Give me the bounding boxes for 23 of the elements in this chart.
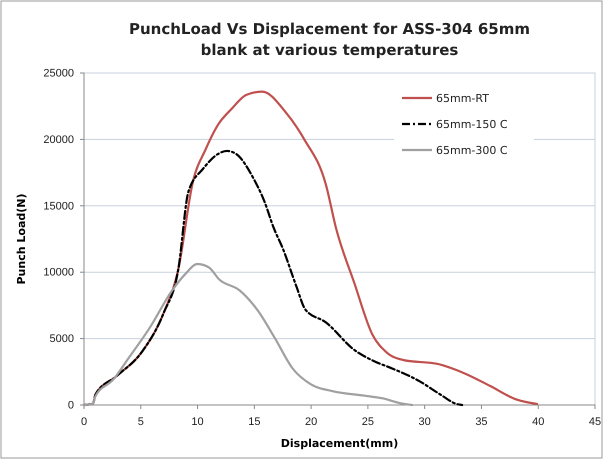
x-tick-label: 5	[138, 416, 144, 428]
legend-label: 65mm-RT	[436, 92, 490, 105]
legend-label: 65mm-300 C	[436, 144, 508, 157]
x-axis-title: Displacement(mm)	[280, 437, 398, 450]
x-tick-label: 10	[191, 416, 204, 428]
x-tick-label: 45	[588, 416, 602, 428]
x-tick-label: 15	[248, 416, 260, 428]
y-tick-label: 5000	[50, 333, 74, 346]
legend-label: 65mm-150 C	[436, 118, 508, 131]
chart-title: PunchLoad Vs Displacement for ASS-304 65mm blank at various temperatures	[129, 20, 530, 59]
x-tick-label: 30	[418, 416, 431, 428]
x-tick-label: 40	[532, 416, 544, 428]
x-tick-label: 0	[80, 416, 88, 428]
y-tick-label: 0	[68, 400, 74, 412]
y-tick-label: 15000	[43, 200, 74, 212]
y-tick-label: 20000	[43, 134, 74, 146]
y-axis-title: Punch Load(N)	[15, 193, 28, 285]
x-tick-label: 35	[475, 416, 488, 428]
x-tick-label: 20	[304, 416, 318, 428]
x-tick-label: 25	[362, 416, 374, 428]
line-series	[82, 262, 414, 406]
y-tick-label: 25000	[43, 68, 74, 80]
y-tick-label: 10000	[43, 266, 74, 279]
